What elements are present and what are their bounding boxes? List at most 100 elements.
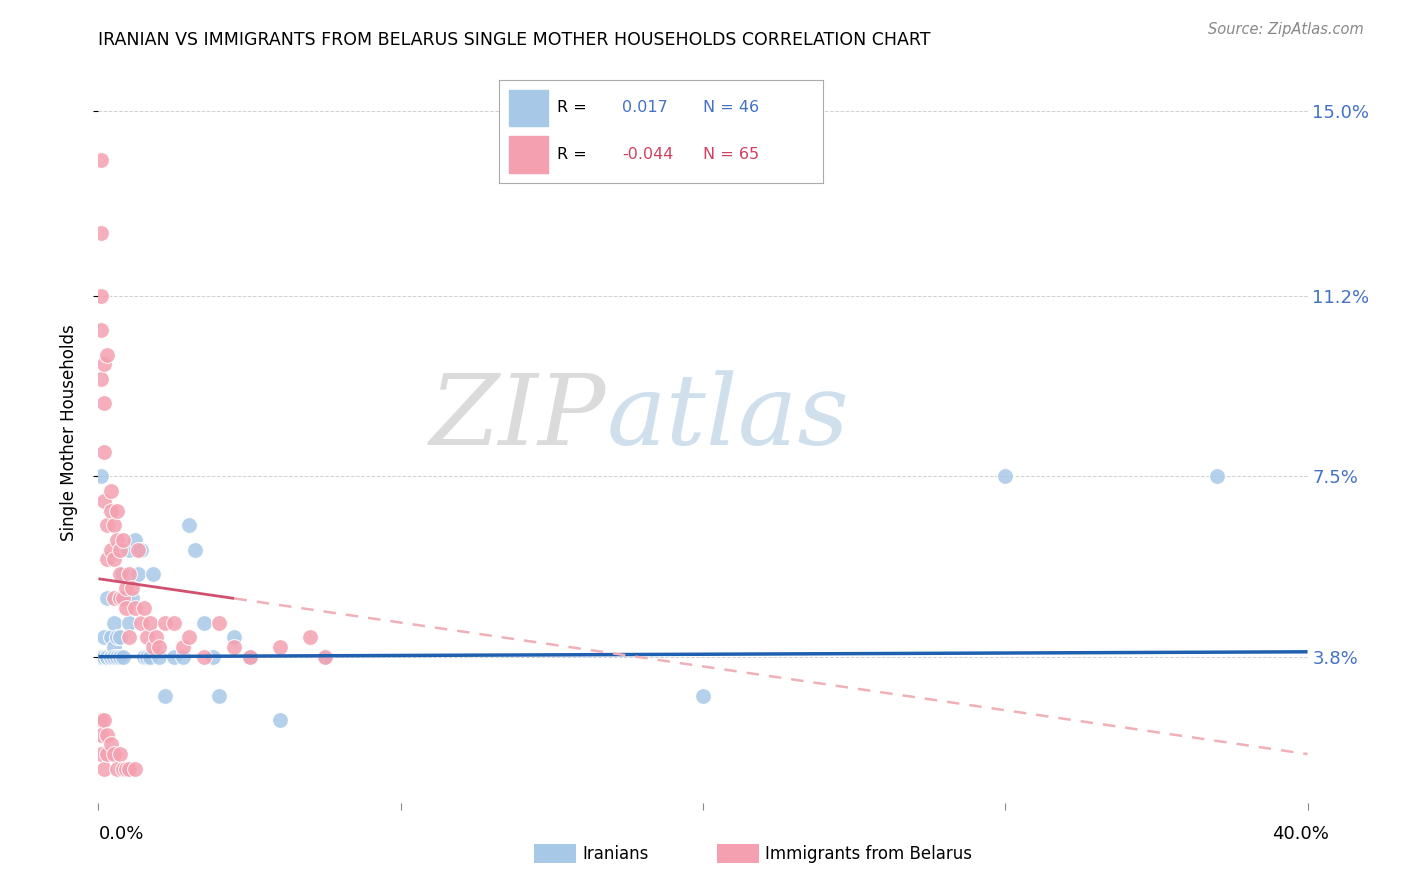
Point — [105, 630, 128, 644]
Point — [100, 649, 122, 664]
Point — [96, 728, 118, 742]
Point — [103, 552, 125, 566]
Point — [90, 226, 112, 240]
Point — [96, 747, 118, 761]
Point — [239, 649, 262, 664]
Point — [184, 542, 207, 557]
Text: Iranians: Iranians — [582, 845, 648, 863]
Point — [100, 542, 122, 557]
Point — [127, 566, 149, 581]
Point — [121, 591, 143, 606]
Text: atlas: atlas — [606, 370, 849, 466]
Text: 0.0%: 0.0% — [98, 825, 143, 843]
Point — [100, 737, 122, 751]
Point — [103, 615, 125, 630]
Point — [224, 640, 246, 654]
Point — [96, 649, 118, 664]
Point — [124, 762, 146, 776]
Point — [193, 615, 215, 630]
Point — [118, 630, 141, 644]
Point — [103, 591, 125, 606]
Point — [114, 762, 136, 776]
Point — [90, 747, 112, 761]
Text: R =: R = — [557, 101, 588, 115]
Point — [111, 533, 134, 547]
Point — [90, 323, 112, 337]
Text: Immigrants from Belarus: Immigrants from Belarus — [765, 845, 972, 863]
Point — [90, 469, 112, 483]
Point — [93, 630, 115, 644]
Point — [93, 649, 115, 664]
Point — [108, 591, 131, 606]
Point — [124, 533, 146, 547]
Point — [105, 503, 128, 517]
Text: N = 46: N = 46 — [703, 101, 759, 115]
Bar — [509, 89, 547, 127]
Point — [90, 153, 112, 167]
Point — [208, 615, 231, 630]
Point — [103, 640, 125, 654]
Point — [93, 713, 115, 727]
Point — [96, 348, 118, 362]
Point — [105, 762, 128, 776]
Point — [314, 649, 336, 664]
Point — [127, 542, 149, 557]
Point — [692, 689, 714, 703]
Point — [269, 640, 291, 654]
Point — [172, 640, 194, 654]
Point — [145, 630, 167, 644]
Point — [1206, 469, 1229, 483]
Point — [118, 566, 141, 581]
Point — [142, 566, 165, 581]
Point — [179, 518, 201, 533]
Point — [105, 533, 128, 547]
Point — [108, 649, 131, 664]
Point — [108, 542, 131, 557]
Point — [93, 762, 115, 776]
Point — [314, 649, 336, 664]
Text: Source: ZipAtlas.com: Source: ZipAtlas.com — [1208, 22, 1364, 37]
Y-axis label: Single Mother Households: Single Mother Households — [59, 325, 77, 541]
Point — [121, 582, 143, 596]
Point — [90, 728, 112, 742]
Text: ZIP: ZIP — [430, 370, 606, 466]
Point — [108, 566, 131, 581]
Point — [93, 493, 115, 508]
Text: 0.017: 0.017 — [621, 101, 668, 115]
Text: IRANIAN VS IMMIGRANTS FROM BELARUS SINGLE MOTHER HOUSEHOLDS CORRELATION CHART: IRANIAN VS IMMIGRANTS FROM BELARUS SINGL… — [98, 31, 931, 49]
Point — [139, 615, 162, 630]
Point — [100, 630, 122, 644]
Point — [90, 289, 112, 303]
Point — [103, 747, 125, 761]
Point — [100, 484, 122, 499]
Point — [124, 601, 146, 615]
Text: -0.044: -0.044 — [621, 146, 673, 161]
Point — [135, 630, 157, 644]
Point — [202, 649, 225, 664]
Point — [111, 591, 134, 606]
Point — [148, 640, 170, 654]
Point — [129, 542, 152, 557]
Point — [139, 649, 162, 664]
Point — [163, 649, 186, 664]
Point — [114, 591, 136, 606]
Point — [148, 649, 170, 664]
Point — [90, 649, 112, 664]
Text: N = 65: N = 65 — [703, 146, 759, 161]
Text: 40.0%: 40.0% — [1272, 825, 1329, 843]
Point — [90, 713, 112, 727]
Point — [111, 762, 134, 776]
Point — [118, 615, 141, 630]
Point — [108, 747, 131, 761]
Point — [96, 518, 118, 533]
Point — [108, 630, 131, 644]
Bar — [509, 136, 547, 173]
Point — [100, 503, 122, 517]
Point — [90, 372, 112, 386]
Point — [172, 649, 194, 664]
Point — [100, 649, 122, 664]
Point — [208, 689, 231, 703]
Point — [299, 630, 322, 644]
Point — [118, 762, 141, 776]
Point — [111, 566, 134, 581]
